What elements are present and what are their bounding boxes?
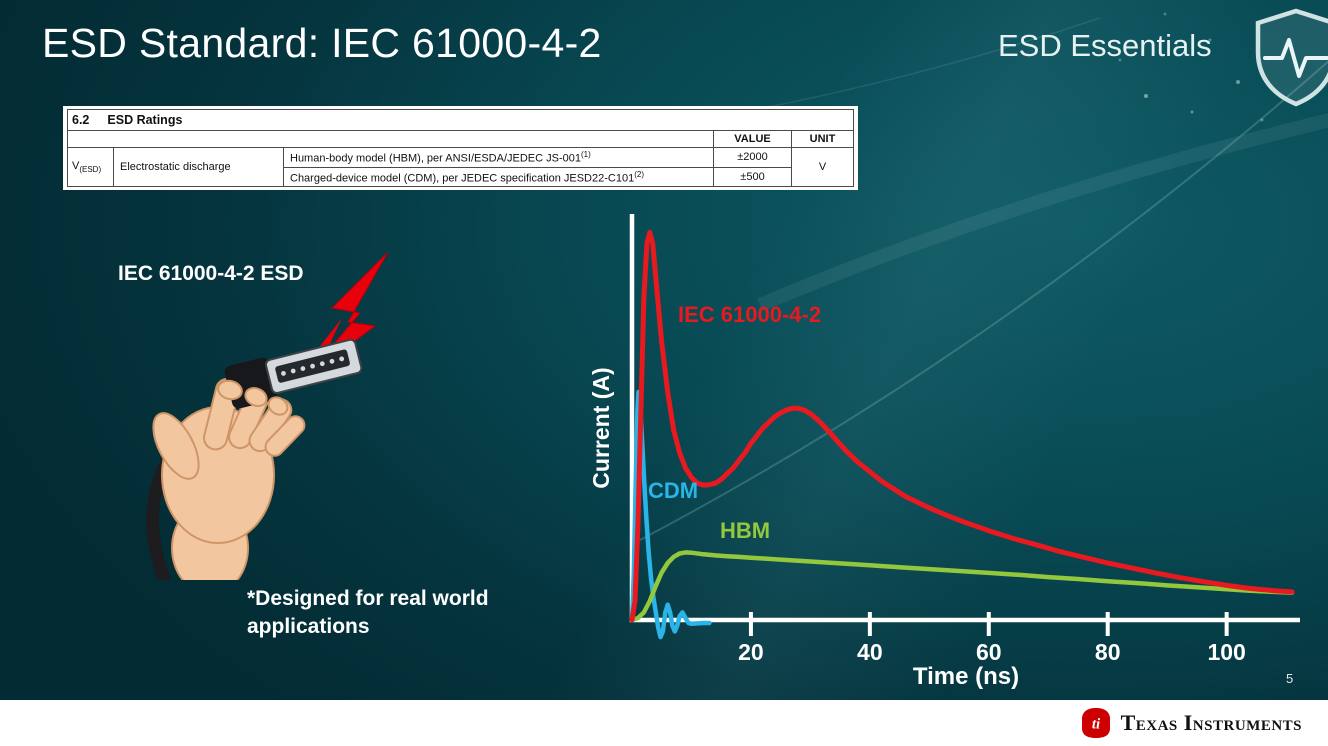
designed-footnote: *Designed for real world applications [247, 587, 489, 638]
thumb [152, 412, 200, 480]
cdm-description-cell: Charged-device model (CDM), per JEDEC sp… [283, 166, 714, 188]
hbm-description-cell: Human-body model (HBM), per ANSI/ESDA/JE… [283, 147, 714, 168]
series-hbm [629, 550, 1295, 623]
ti-logo-letters: ti [1091, 717, 1100, 733]
fingertips [217, 379, 289, 416]
cdm-curve-label: CDM [648, 478, 699, 503]
unit-cell: V [791, 146, 854, 188]
footer-bar: ti Texas Instruments [0, 700, 1328, 746]
hbm-description: Human-body model (HBM), per ANSI/ESDA/JE… [290, 152, 581, 165]
x-axis-label: Time (ns) [913, 663, 1019, 690]
hand-hdmi-esd-illustration [146, 251, 389, 580]
cdm-footnote-ref: (2) [634, 169, 644, 179]
table-section-title: 6.2 ESD Ratings [67, 109, 854, 131]
hbm-footnote-ref: (1) [581, 150, 591, 159]
unit-column-header: UNIT [791, 130, 854, 148]
footer-brand-text: Texas Instruments [1120, 710, 1302, 735]
iec-esd-label: IEC 61000-4-2 ESD [118, 262, 304, 285]
symbol-subscript: (ESD) [79, 165, 102, 175]
table-header-row: VALUE UNIT [67, 130, 854, 148]
value-column-header: VALUE [713, 130, 792, 148]
cdm-description: Charged-device model (CDM), per JEDEC sp… [290, 172, 635, 185]
x-tick-label: 80 [1095, 639, 1121, 665]
section-title: ESD Ratings [107, 113, 183, 127]
series-brand-label: ESD Essentials [998, 28, 1212, 63]
page-title: ESD Standard: IEC 61000-4-2 [42, 20, 602, 66]
x-tick-label: 60 [976, 639, 1002, 665]
table-row: V(ESD) Electrostatic discharge Human-bod… [67, 146, 854, 188]
table-title-row: 6.2 ESD Ratings [67, 109, 854, 131]
parameter-cell: Electrostatic discharge [113, 146, 284, 188]
hbm-value-cell: ±2000 [713, 147, 792, 168]
shield-pulse-icon [1255, 8, 1328, 107]
x-tick-label: 20 [738, 639, 764, 665]
esd-ratings-table: 6.2 ESD Ratings VALUE UNIT V(ESD) Electro… [63, 106, 858, 191]
symbol: V [72, 160, 80, 173]
section-number: 6.2 [72, 113, 90, 127]
page-number: 5 [1286, 671, 1294, 686]
cdm-value-cell: ±500 [713, 166, 792, 188]
iec-curve-label: IEC 61000-4-2 [678, 302, 822, 327]
pulse-line [1263, 38, 1328, 78]
symbol-cell: V(ESD) [67, 146, 114, 188]
finger [264, 415, 306, 457]
table-row: Charged-device model (CDM), per JEDEC sp… [68, 166, 854, 188]
series-iec-61000-4-2 [629, 229, 1295, 623]
y-axis-label: Current (A) [588, 367, 614, 489]
chart-canvas: Time (ns) 20 40 60 80 100 [629, 214, 1300, 690]
esd-waveform-chart: Current (A) Time (ns) 20 40 60 80 100 IEC 61… [588, 198, 1308, 698]
hdmi-connector [224, 338, 363, 409]
x-tick-label: 100 [1207, 639, 1245, 665]
x-tick-label: 40 [857, 639, 883, 665]
header-spacer [67, 130, 714, 148]
ti-logo-icon: ti [1081, 708, 1110, 738]
ratings-table: 6.2 ESD Ratings VALUE UNIT V(ESD) Electro… [67, 109, 854, 188]
hbm-curve-label: HBM [720, 518, 771, 543]
connector-pins [281, 356, 345, 376]
ti-logo-shape [1081, 708, 1110, 738]
series-cdm [629, 389, 712, 640]
